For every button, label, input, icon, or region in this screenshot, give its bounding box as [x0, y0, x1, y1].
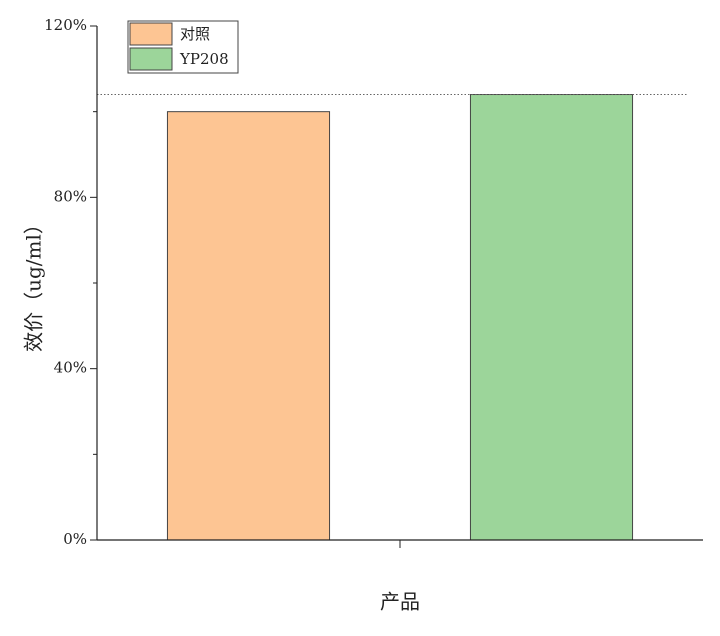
x-axis-label: 产品: [380, 590, 420, 614]
y-axis-label: 效价（ug/ml）: [22, 214, 46, 352]
y-tick-label: 120%: [44, 16, 87, 34]
legend-swatch: [129, 22, 173, 46]
legend-label: 对照: [180, 25, 210, 43]
y-tick-label: 40%: [54, 359, 87, 377]
y-tick-label: 0%: [63, 530, 87, 548]
legend-label: YP208: [179, 50, 229, 68]
legend-swatch: [129, 47, 173, 71]
y-tick-label: 80%: [54, 187, 87, 205]
bar: [166, 111, 331, 541]
bar: [469, 94, 634, 541]
